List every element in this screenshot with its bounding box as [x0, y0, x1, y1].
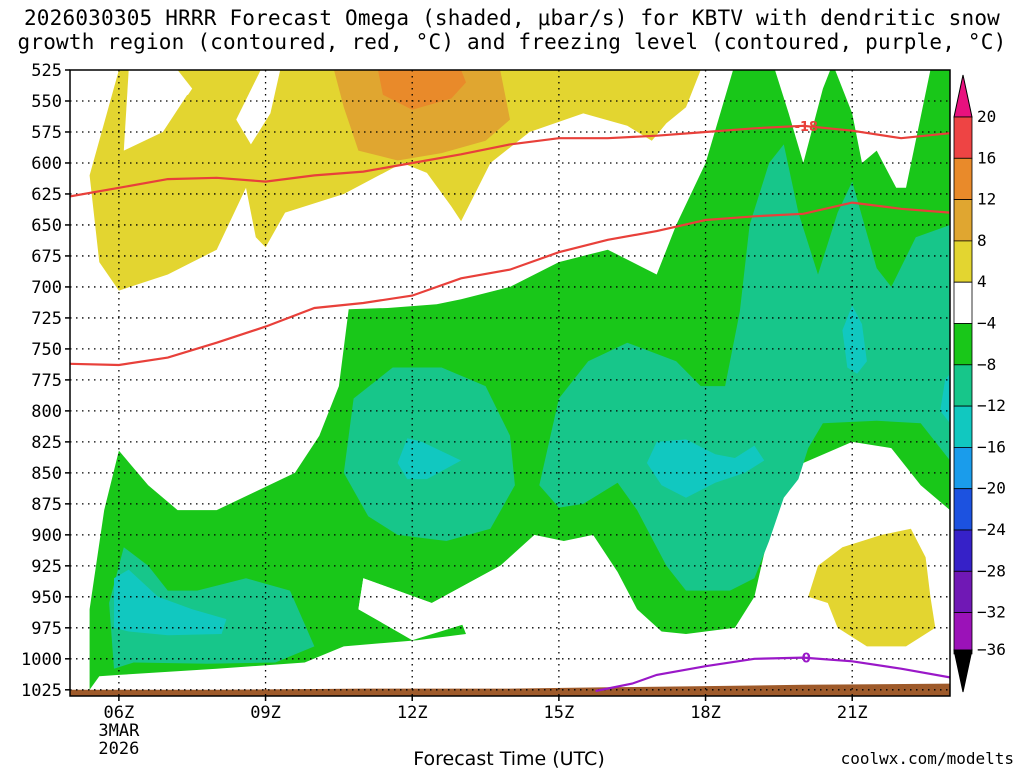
y-tick-label: 975 — [31, 619, 62, 639]
y-tick-label: 825 — [31, 433, 62, 453]
omega-shading — [70, 70, 950, 696]
colorbar-segment — [953, 240, 973, 283]
chart-title: 2026030305 HRRR Forecast Omega (shaded, … — [0, 6, 1024, 54]
y-tick-label: 850 — [31, 464, 62, 484]
plot-frame — [69, 69, 951, 697]
x-tick-label: 12Z — [397, 703, 428, 723]
contour-label-0: -18 — [795, 120, 819, 135]
omega-region-minus12-to-minus16 — [114, 569, 227, 636]
colorbar-label: −8 — [977, 355, 996, 374]
y-tick-label: 675 — [31, 247, 62, 267]
y-tick-label: 775 — [31, 371, 62, 391]
contour-label-2: 0 — [802, 652, 811, 667]
contour-line-0 — [70, 124, 950, 198]
colorbar-segment — [953, 570, 973, 613]
colorbar-label: 12 — [977, 190, 996, 209]
colorbar-segment — [953, 529, 973, 572]
y-tick-label: 1000 — [21, 650, 62, 670]
y-tick-label: 950 — [31, 588, 62, 608]
omega-region-minus8-to-minus12 — [539, 144, 950, 591]
y-tick-label: 575 — [31, 123, 62, 143]
contour-line-2 — [595, 656, 950, 693]
colorbar-label: −12 — [977, 396, 1006, 415]
colorbar: 20 16 12 8 4 −4 −8 −12 −16 −20 −24 −28 −32 −36 — [953, 74, 1006, 693]
y-tick-label: 800 — [31, 402, 62, 422]
omega-region-4-to-8-aloft — [153, 94, 251, 163]
colorbar-segment — [953, 612, 973, 655]
omega-notch-white — [236, 70, 281, 145]
colorbar-top-arrow — [953, 74, 973, 118]
terrain — [70, 683, 950, 696]
y-tick-label: 525 — [31, 61, 62, 81]
x-tick-label: 21Z — [837, 703, 868, 723]
colorbar-label: 8 — [977, 231, 987, 250]
colorbar-segment — [953, 488, 973, 531]
colorbar-segment — [953, 281, 973, 324]
colorbar-segment — [953, 405, 973, 448]
y-tick-label: 750 — [31, 340, 62, 360]
chart-title-line-1: 2026030305 HRRR Forecast Omega (shaded, … — [23, 6, 1001, 30]
x-tick-label: 09Z — [250, 703, 281, 723]
colorbar-label: −4 — [977, 314, 996, 333]
contours: -18 0 — [70, 120, 950, 693]
omega-region-8-to-12 — [334, 70, 510, 161]
y-tick-label: 1025 — [21, 681, 62, 701]
omega-region-minus12-to-minus16 — [646, 439, 765, 498]
axes: 525 550 575 600 625 650 675 700 725 750 775 800 825 8… — [21, 61, 951, 759]
omega-region-minus12-to-minus16 — [397, 438, 462, 480]
omega-region-minus12-to-minus16 — [940, 373, 950, 424]
x-tick-label: 15Z — [544, 703, 575, 723]
x-tick-year: 2026 — [98, 739, 139, 759]
x-tick-date: 3MAR — [98, 721, 140, 741]
contour-line-1 — [70, 201, 950, 367]
omega-region-12-to-16 — [378, 70, 466, 110]
colorbar-label: −20 — [977, 479, 1006, 498]
x-tick-label: 18Z — [690, 703, 721, 723]
omega-region-4-to-8-lower — [808, 528, 936, 647]
colorbar-segment — [953, 323, 973, 366]
colorbar-label: −24 — [977, 520, 1006, 539]
colorbar-label: 16 — [977, 148, 996, 167]
x-tick-label: 06Z — [104, 703, 135, 723]
colorbar-label: 4 — [977, 272, 987, 291]
x-axis-label: Forecast Time (UTC) — [413, 748, 604, 768]
y-tick-label: 550 — [31, 92, 62, 112]
colorbar-label: 20 — [977, 107, 996, 126]
grid-lines — [70, 70, 950, 696]
y-tick-label: 700 — [31, 278, 62, 298]
y-tick-label: 725 — [31, 309, 62, 329]
colorbar-label: −28 — [977, 561, 1006, 580]
y-tick-label: 900 — [31, 526, 62, 546]
colorbar-segment — [953, 364, 973, 407]
chart-title-line-2: growth region (contoured, red, °C) and f… — [17, 30, 1007, 54]
omega-region-minus12-to-minus16 — [842, 305, 867, 374]
y-tick-label: 600 — [31, 154, 62, 174]
colorbar-label: −36 — [977, 640, 1006, 659]
colorbar-label: −32 — [977, 603, 1006, 622]
y-tick-label: 925 — [31, 557, 62, 577]
y-tick-label: 650 — [31, 216, 62, 236]
y-tick-label: 875 — [31, 495, 62, 515]
colorbar-segment — [953, 199, 973, 242]
omega-region-4-to-8-aloft — [534, 70, 613, 108]
omega-region-minus8-to-minus12 — [109, 547, 315, 669]
credit-link[interactable]: coolwx.com/modelts — [841, 749, 1014, 768]
omega-region-weak-white — [358, 565, 520, 641]
colorbar-segment — [953, 157, 973, 201]
colorbar-bottom-arrow — [953, 649, 973, 693]
y-tick-label: 625 — [31, 185, 62, 205]
omega-notch-white — [123, 70, 193, 151]
colorbar-label: −16 — [977, 437, 1006, 456]
colorbar-segment — [953, 116, 973, 159]
colorbar-segment — [953, 446, 973, 490]
